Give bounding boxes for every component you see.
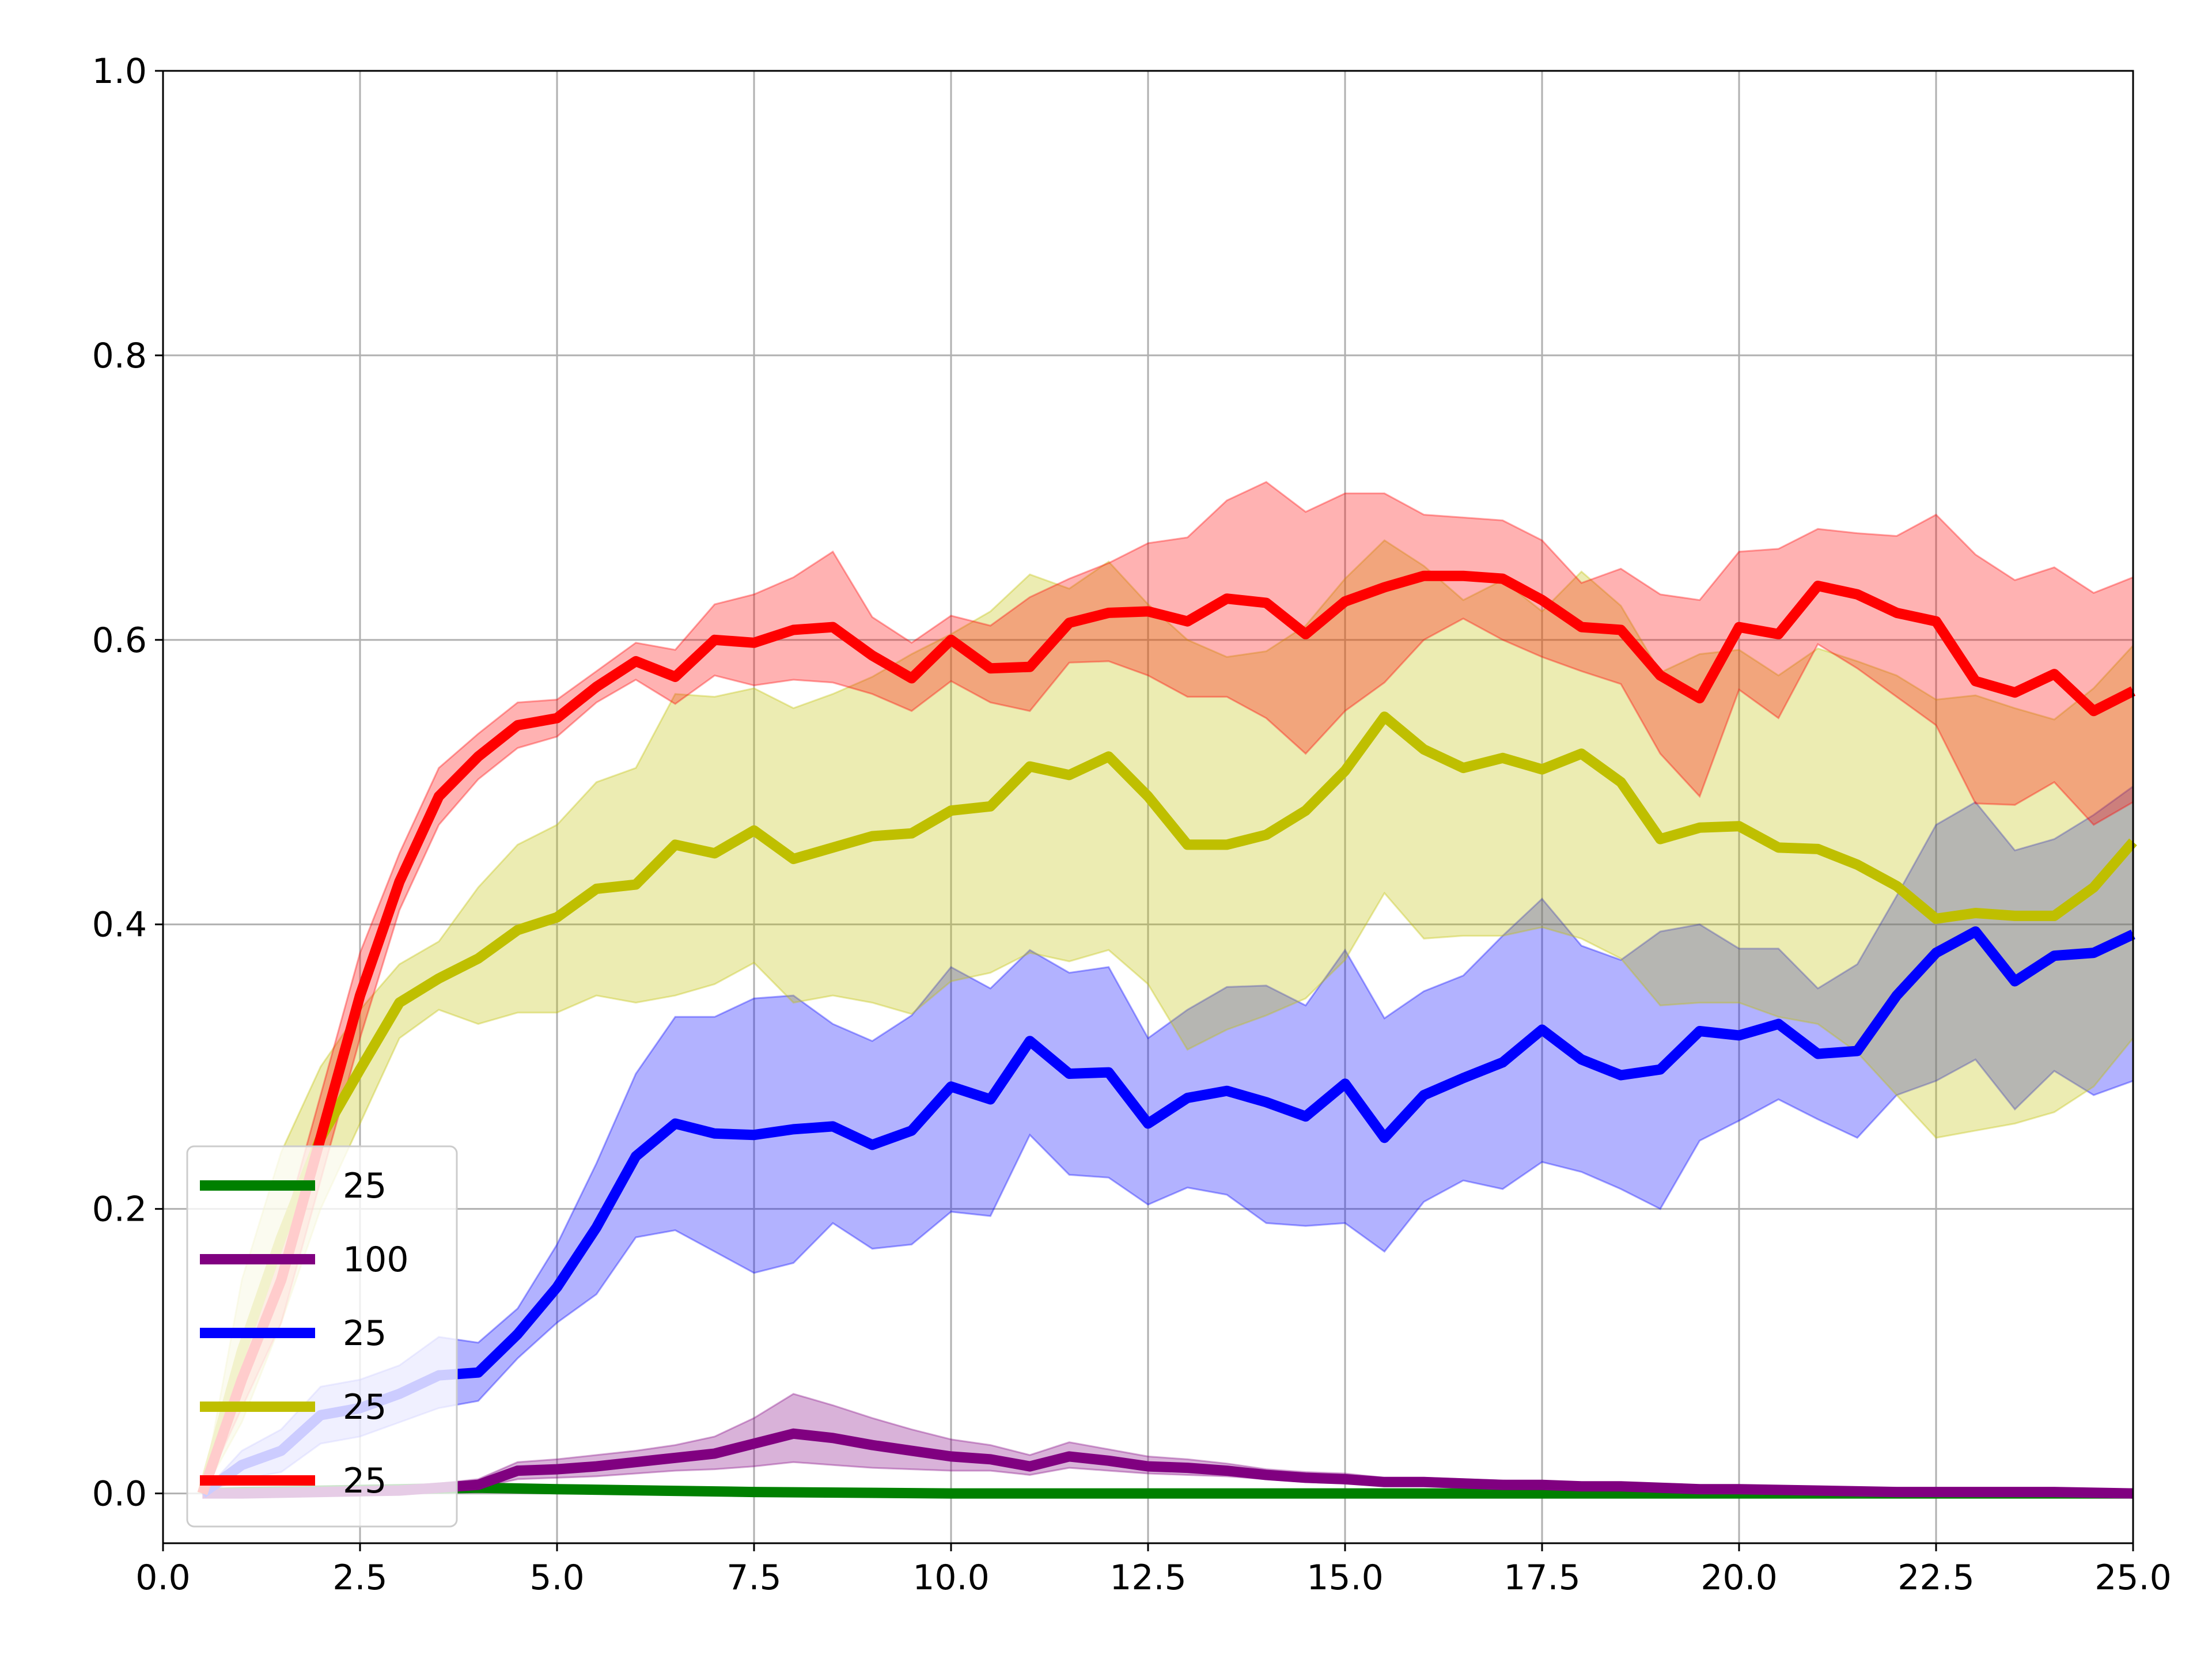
x-tick-label: 20.0 bbox=[1700, 1558, 1778, 1598]
legend: 25 100 25 25 25 bbox=[186, 1145, 458, 1528]
x-tick-label: 0.0 bbox=[135, 1558, 190, 1598]
y-tick-label: 1.0 bbox=[92, 51, 147, 92]
x-tick-label: 15.0 bbox=[1306, 1558, 1384, 1598]
x-tick-label: 5.0 bbox=[529, 1558, 584, 1598]
y-tick-label: 0.2 bbox=[92, 1190, 147, 1230]
legend-label-3: 25 bbox=[343, 1387, 387, 1427]
y-tick-label: 0.8 bbox=[92, 336, 147, 376]
y-axis-ticks: 0.0 0.2 0.4 0.6 0.8 1.0 bbox=[92, 51, 163, 1514]
series-4-line bbox=[197, 570, 2136, 1495]
series-3-line bbox=[197, 711, 2137, 1495]
legend-label-4: 25 bbox=[343, 1461, 387, 1501]
y-tick-label: 0.4 bbox=[92, 905, 147, 945]
x-tick-label: 2.5 bbox=[332, 1558, 387, 1598]
y-tick-label: 0.6 bbox=[92, 620, 147, 661]
legend-label-2: 25 bbox=[343, 1313, 387, 1354]
legend-box bbox=[186, 1145, 458, 1528]
x-tick-label: 12.5 bbox=[1109, 1558, 1187, 1598]
legend-label-0: 25 bbox=[343, 1166, 387, 1206]
series-1-line bbox=[202, 1428, 2134, 1499]
x-tick-label: 22.5 bbox=[1897, 1558, 1975, 1598]
series-2-line bbox=[199, 926, 2135, 1498]
x-tick-label: 10.0 bbox=[912, 1558, 990, 1598]
x-tick-label: 17.5 bbox=[1503, 1558, 1581, 1598]
legend-label-1: 100 bbox=[343, 1240, 409, 1280]
x-axis-ticks: 0.0 2.5 5.0 7.5 10.0 12.5 15.0 17.5 20.0 22.5 25.0 bbox=[135, 1543, 2172, 1598]
x-tick-label: 25.0 bbox=[2094, 1558, 2172, 1598]
y-tick-label: 0.0 bbox=[92, 1474, 147, 1514]
x-tick-label: 7.5 bbox=[726, 1558, 781, 1598]
